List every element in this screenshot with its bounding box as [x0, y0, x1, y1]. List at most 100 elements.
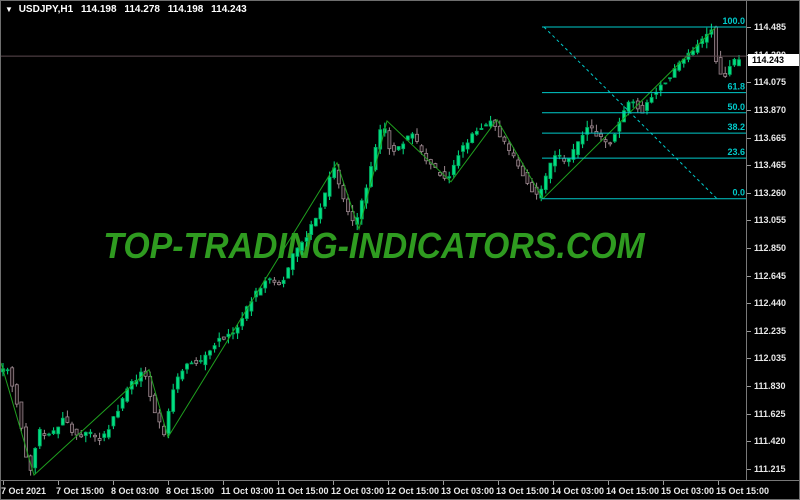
time-tick-label: 7 Oct 15:00 — [56, 486, 105, 496]
candle-body — [585, 127, 590, 135]
candle-body — [148, 375, 153, 397]
candle-body — [47, 433, 51, 436]
candle-body — [175, 376, 180, 390]
fib-level-label: 61.8 — [727, 82, 745, 92]
ohlc-open: 114.198 — [80, 4, 117, 15]
candle-body — [10, 367, 15, 387]
time-tick-label: 14 Oct 15:00 — [606, 486, 660, 496]
candle-body — [718, 57, 723, 75]
candle-body — [74, 428, 79, 436]
candle-body — [603, 139, 608, 143]
candle-body — [295, 247, 300, 257]
candle-body — [42, 433, 47, 436]
candle-body — [520, 165, 525, 177]
price-tick-mark — [747, 331, 751, 332]
price-tick-label: 111.420 — [754, 436, 786, 446]
time-tick-label: 15 Oct 03:00 — [661, 486, 715, 496]
price-tick-mark — [747, 138, 751, 139]
time-tick-label: 15 Oct 15:00 — [716, 486, 770, 496]
candle-body — [566, 158, 571, 163]
time-axis[interactable]: 7 Oct 2021 7 Oct 15:00 8 Oct 03:00 8 Oct 15… — [1, 481, 799, 499]
price-tick-mark — [747, 82, 751, 83]
candle-body — [608, 142, 613, 145]
candle-body — [323, 192, 327, 207]
current-price-box: 114.243 — [748, 54, 799, 66]
candle-body — [599, 133, 603, 137]
candle-body — [410, 133, 415, 139]
time-tick-mark — [168, 481, 169, 485]
candle-body — [235, 327, 240, 334]
time-tick-label: 12 Oct 15:00 — [386, 486, 440, 496]
candle-body — [617, 121, 622, 132]
candle-body — [277, 281, 281, 285]
candle-body — [106, 429, 111, 438]
time-tick-mark — [553, 481, 554, 485]
candle-body — [530, 182, 534, 193]
candle-body — [166, 410, 171, 434]
candle-body — [645, 102, 649, 111]
candle-body — [65, 416, 70, 423]
fib-level-label: 50.0 — [727, 102, 745, 112]
candle-body — [612, 133, 617, 142]
price-tick-label: 112.645 — [754, 271, 787, 281]
candle-body — [19, 401, 24, 429]
time-tick-label: 8 Oct 03:00 — [111, 486, 160, 496]
candle-body — [594, 130, 599, 137]
candle-body — [281, 279, 286, 284]
price-tick-label: 113.465 — [754, 160, 787, 170]
candle-body — [553, 155, 557, 167]
candle-body — [737, 59, 741, 67]
candle-body — [346, 198, 350, 213]
candle-body — [327, 176, 332, 197]
candle-body — [198, 360, 203, 362]
fib-level-label: 100.0 — [722, 16, 745, 26]
candle-body — [456, 155, 461, 167]
candle-body — [576, 141, 580, 155]
time-tick-label: 11 Oct 03:00 — [221, 486, 274, 496]
candle-body — [93, 434, 97, 438]
candle-body — [447, 176, 452, 179]
price-tick-mark — [747, 220, 751, 221]
collapse-ohlc-icon[interactable]: ▼ — [5, 5, 13, 14]
candle-body — [387, 130, 392, 150]
time-tick-label: 14 Oct 03:00 — [551, 486, 605, 496]
candle-body — [217, 337, 222, 342]
candle-body — [580, 134, 585, 145]
candle-body — [442, 171, 447, 179]
time-tick-mark — [443, 481, 444, 485]
candle-body — [79, 434, 84, 438]
candle-body — [203, 354, 208, 366]
time-tick-label: 13 Oct 15:00 — [496, 486, 550, 496]
candle-body — [589, 125, 594, 129]
time-tick-mark — [3, 481, 4, 485]
candle-body — [723, 73, 728, 77]
candle-body — [56, 426, 61, 435]
time-tick-mark — [608, 481, 609, 485]
candle-body — [484, 124, 488, 127]
price-tick-label: 112.035 — [754, 353, 787, 363]
price-tick-label: 113.055 — [754, 215, 787, 225]
chart-canvas[interactable]: 100.0 61.8 50.0 38.2 23.6 0.0 — [1, 1, 747, 481]
price-tick-label: 114.485 — [754, 22, 787, 32]
candle-body — [194, 359, 199, 364]
candle-body — [511, 152, 516, 157]
price-tick-mark — [747, 276, 751, 277]
price-axis[interactable]: 114.485114.280114.075113.870113.665113.4… — [747, 1, 799, 481]
candle-body — [97, 437, 102, 441]
candle-body — [488, 120, 493, 127]
candle-body — [548, 162, 553, 180]
candle-body — [286, 267, 291, 279]
time-tick-mark — [333, 481, 334, 485]
candle-body — [304, 237, 309, 242]
price-tick-mark — [747, 248, 751, 249]
price-tick-label: 113.665 — [754, 133, 787, 143]
time-tick-mark — [58, 481, 59, 485]
candle-body — [212, 345, 217, 350]
candle-body — [14, 384, 19, 405]
candle-body — [60, 417, 65, 426]
candle-body — [111, 416, 116, 427]
price-tick-label: 114.075 — [754, 77, 787, 87]
candle-body — [691, 50, 695, 56]
candle-body — [70, 423, 74, 433]
price-tick-label: 113.870 — [754, 105, 787, 115]
